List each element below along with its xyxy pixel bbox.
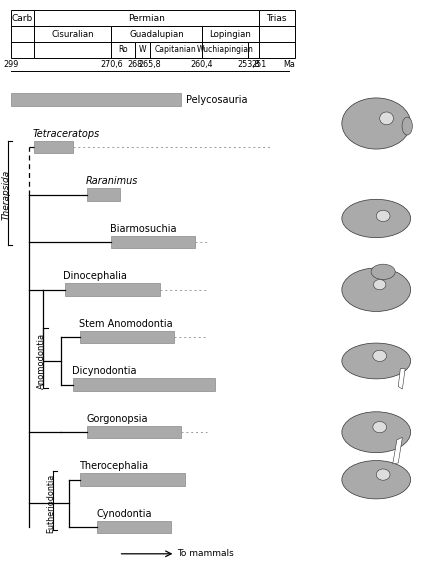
Text: 265,8: 265,8 — [138, 60, 161, 69]
Text: 253,8: 253,8 — [237, 60, 260, 69]
Text: Pelycosauria: Pelycosauria — [186, 95, 248, 105]
Polygon shape — [398, 369, 405, 389]
Bar — [259, 26, 295, 42]
Text: Raranimus: Raranimus — [86, 176, 138, 186]
Bar — [87, 189, 120, 201]
Polygon shape — [393, 437, 402, 464]
Bar — [150, 42, 202, 58]
Text: 299: 299 — [3, 60, 18, 69]
Text: Cynodontia: Cynodontia — [96, 509, 151, 519]
Ellipse shape — [376, 210, 390, 222]
Bar — [87, 426, 181, 438]
Text: Anomodontia: Anomodontia — [37, 333, 46, 389]
Text: W: W — [139, 45, 146, 55]
Ellipse shape — [342, 268, 411, 311]
Ellipse shape — [371, 264, 395, 279]
Text: Eutheriodontia: Eutheriodontia — [46, 474, 55, 533]
Text: Cisuralian: Cisuralian — [52, 30, 94, 39]
Ellipse shape — [374, 279, 386, 290]
Text: Trias: Trias — [267, 14, 287, 23]
Bar — [64, 283, 160, 296]
Text: Guadalupian: Guadalupian — [129, 30, 184, 39]
Bar — [259, 10, 295, 26]
Ellipse shape — [342, 199, 411, 237]
Bar — [80, 474, 185, 486]
Bar — [97, 521, 171, 533]
Bar — [202, 26, 259, 42]
Ellipse shape — [342, 461, 411, 499]
Bar — [111, 26, 202, 42]
Bar — [73, 378, 215, 391]
Bar — [259, 42, 295, 58]
Text: Biarmosuchia: Biarmosuchia — [110, 224, 177, 233]
Text: Gorgonopsia: Gorgonopsia — [86, 414, 147, 424]
Ellipse shape — [373, 421, 387, 433]
Text: Ma: Ma — [283, 60, 295, 69]
Text: Carb: Carb — [12, 14, 33, 23]
Bar — [11, 42, 34, 58]
Text: 268: 268 — [127, 60, 143, 69]
Text: Lopingian: Lopingian — [209, 30, 252, 39]
Bar — [248, 42, 259, 58]
Bar — [34, 42, 111, 58]
Ellipse shape — [342, 412, 411, 453]
Text: Wuchiapingian: Wuchiapingian — [197, 45, 253, 55]
Text: 260,4: 260,4 — [190, 60, 213, 69]
Ellipse shape — [373, 350, 387, 361]
Ellipse shape — [342, 98, 411, 149]
Bar — [135, 42, 150, 58]
Text: Stem Anomodontia: Stem Anomodontia — [79, 319, 172, 329]
Ellipse shape — [402, 117, 412, 135]
Bar — [202, 42, 248, 58]
Text: Capitanian: Capitanian — [155, 45, 197, 55]
Text: Ro: Ro — [118, 45, 128, 55]
Ellipse shape — [376, 469, 390, 480]
Text: To mammals: To mammals — [178, 549, 234, 558]
Text: Tetraceratops: Tetraceratops — [33, 129, 100, 139]
Bar — [34, 10, 259, 26]
Text: 270,6: 270,6 — [100, 60, 123, 69]
Text: Dicynodontia: Dicynodontia — [72, 366, 136, 376]
Bar — [111, 42, 135, 58]
Text: 251: 251 — [252, 60, 267, 69]
Bar — [80, 331, 174, 344]
Bar — [34, 141, 73, 153]
Bar — [34, 26, 111, 42]
Ellipse shape — [380, 112, 393, 125]
Text: Dinocephalia: Dinocephalia — [63, 271, 127, 281]
Text: Therapsida: Therapsida — [1, 170, 10, 220]
Bar — [111, 236, 195, 248]
Text: Permian: Permian — [128, 14, 165, 23]
Bar — [11, 10, 34, 26]
Bar — [11, 94, 181, 106]
Bar — [11, 26, 34, 42]
Ellipse shape — [342, 343, 411, 379]
Text: Therocephalia: Therocephalia — [79, 461, 148, 471]
